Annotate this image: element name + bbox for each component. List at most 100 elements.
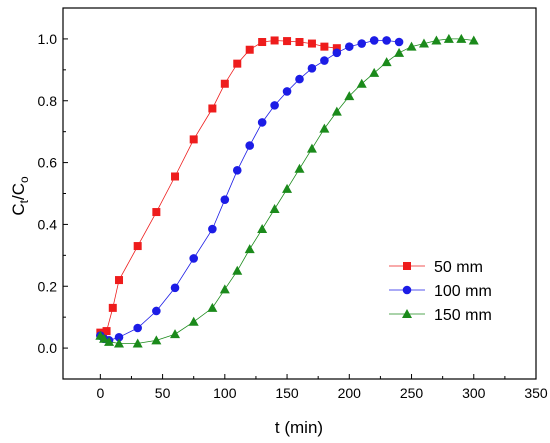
- y-tick-label: 0.8: [38, 93, 58, 109]
- data-point: [282, 183, 293, 193]
- data-point: [344, 42, 354, 51]
- data-point: [270, 36, 279, 45]
- y-axis-title-main: C: [9, 203, 28, 215]
- data-point: [306, 143, 317, 153]
- x-axis-ticks: 0 50 100 150 200 250 300 350: [96, 374, 548, 401]
- x-tick-label: 350: [524, 385, 548, 401]
- y-axis-title-sub1: t: [17, 199, 31, 203]
- legend-marker: [403, 262, 411, 270]
- data-point: [170, 283, 180, 293]
- y-tick-label: 0.2: [38, 278, 58, 294]
- data-point: [320, 56, 329, 65]
- data-point: [232, 166, 242, 175]
- series-layer: [95, 33, 479, 348]
- data-point: [114, 332, 124, 342]
- data-point: [319, 123, 330, 133]
- data-point: [382, 36, 391, 45]
- y-axis-title-sub2: o: [17, 176, 31, 183]
- data-point: [269, 203, 280, 213]
- y-tick-label: 0.6: [38, 155, 58, 171]
- data-point: [320, 42, 329, 51]
- data-point: [295, 74, 304, 84]
- data-point: [369, 67, 380, 77]
- legend-entry: 50 mm: [389, 259, 483, 276]
- data-point: [356, 78, 367, 88]
- data-point: [115, 276, 124, 285]
- data-point: [394, 47, 405, 57]
- data-point: [108, 303, 117, 312]
- data-point: [257, 224, 268, 234]
- data-point: [282, 87, 292, 96]
- data-point: [369, 36, 379, 45]
- data-point: [104, 336, 115, 346]
- x-axis-title: t (min): [275, 418, 323, 437]
- data-point: [294, 163, 305, 173]
- x-tick-label: 0: [96, 385, 104, 401]
- data-point: [219, 284, 230, 294]
- data-point: [189, 135, 198, 144]
- data-point: [208, 104, 217, 113]
- x-tick-label: 50: [155, 385, 171, 401]
- legend-label: 150 mm: [434, 307, 492, 324]
- x-tick-label: 150: [275, 385, 299, 401]
- data-point: [431, 35, 442, 45]
- series-1: [96, 36, 341, 340]
- data-point: [332, 48, 342, 58]
- x-tick-label: 300: [462, 385, 486, 401]
- data-point: [133, 323, 142, 333]
- series-line: [99, 40, 337, 337]
- y-tick-label: 1.0: [38, 31, 58, 47]
- data-point: [245, 141, 255, 150]
- y-tick-label: 0.0: [38, 340, 58, 356]
- x-tick-label: 250: [400, 385, 424, 401]
- data-point: [307, 39, 316, 48]
- data-point: [207, 302, 218, 312]
- data-point: [258, 38, 267, 47]
- data-point: [357, 39, 367, 48]
- data-point: [283, 37, 292, 46]
- series-2: [96, 36, 404, 345]
- data-point: [394, 37, 404, 47]
- data-point: [152, 208, 161, 217]
- data-point: [443, 33, 454, 43]
- legend-marker: [402, 285, 412, 295]
- data-point: [332, 44, 341, 53]
- data-point: [133, 242, 142, 251]
- data-point: [418, 38, 429, 48]
- data-point: [232, 265, 243, 275]
- legend-marker: [402, 309, 412, 318]
- data-point: [270, 101, 279, 110]
- data-point: [244, 244, 255, 254]
- data-point: [208, 224, 217, 234]
- data-point: [331, 106, 342, 116]
- data-point: [170, 329, 181, 339]
- data-point: [171, 172, 180, 181]
- x-tick-label: 100: [213, 385, 237, 401]
- data-point: [102, 327, 111, 336]
- data-point: [188, 316, 199, 326]
- legend-entry: 100 mm: [389, 283, 492, 300]
- series-3: [95, 33, 479, 348]
- data-point: [220, 79, 229, 88]
- y-axis-ticks: 0.0 0.2 0.4 0.6 0.8 1.0: [38, 31, 68, 356]
- data-point: [152, 306, 161, 316]
- legend-label: 50 mm: [434, 259, 483, 276]
- legend: 50 mm 100 mm 150 mm: [389, 259, 492, 324]
- data-point: [406, 41, 417, 51]
- data-point: [99, 333, 110, 343]
- legend-entry: 150 mm: [389, 307, 492, 324]
- y-axis-title: Ct/Co: [9, 176, 31, 216]
- data-point: [295, 38, 304, 47]
- data-point: [233, 59, 242, 68]
- data-point: [189, 254, 198, 263]
- data-point: [220, 195, 230, 204]
- data-point: [245, 45, 254, 54]
- data-point: [468, 35, 479, 45]
- series-line: [100, 40, 400, 341]
- data-point: [381, 57, 392, 67]
- data-point: [456, 33, 467, 43]
- data-point: [151, 335, 162, 345]
- data-point: [132, 338, 143, 348]
- data-point: [307, 63, 317, 73]
